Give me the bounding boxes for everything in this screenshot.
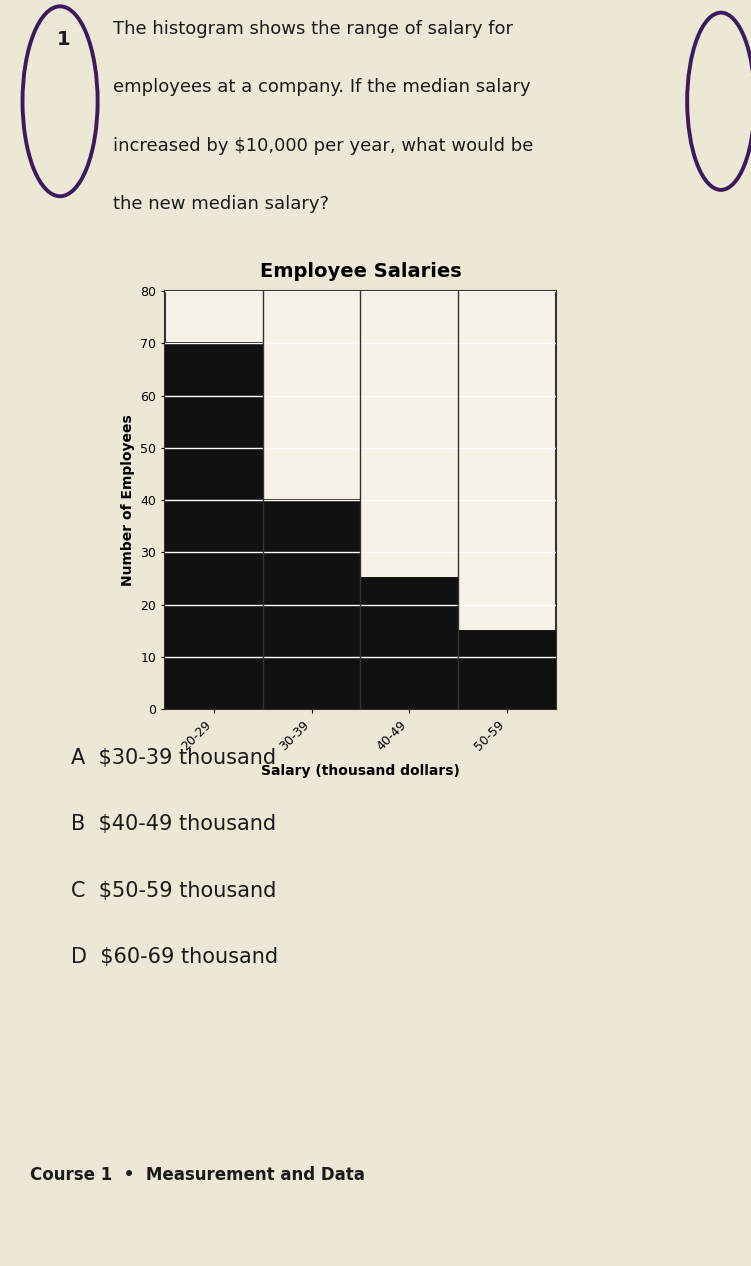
- Bar: [360, 579, 458, 709]
- Text: The histogram shows the range of salary for: The histogram shows the range of salary …: [113, 20, 513, 38]
- Bar: [458, 630, 556, 709]
- Text: increased by $10,000 per year, what would be: increased by $10,000 per year, what woul…: [113, 137, 533, 154]
- Text: A  $30-39 thousand: A $30-39 thousand: [71, 747, 276, 767]
- Text: B  $40-49 thousand: B $40-49 thousand: [71, 814, 276, 834]
- Title: Employee Salaries: Employee Salaries: [260, 262, 461, 281]
- Y-axis label: Number of Employees: Number of Employees: [121, 414, 134, 586]
- Text: 1: 1: [57, 30, 71, 49]
- Text: C  $50-59 thousand: C $50-59 thousand: [71, 881, 276, 900]
- Bar: [165, 343, 263, 709]
- Text: Course 1  •  Measurement and Data: Course 1 • Measurement and Data: [30, 1166, 365, 1184]
- Bar: [360, 579, 458, 709]
- X-axis label: Salary (thousand dollars): Salary (thousand dollars): [261, 763, 460, 779]
- Bar: [263, 500, 360, 709]
- Bar: [263, 500, 360, 709]
- Bar: [458, 630, 556, 709]
- Text: D  $60-69 thousand: D $60-69 thousand: [71, 947, 278, 967]
- Text: the new median salary?: the new median salary?: [113, 195, 329, 213]
- Bar: [165, 343, 263, 709]
- Text: employees at a company. If the median salary: employees at a company. If the median sa…: [113, 78, 530, 96]
